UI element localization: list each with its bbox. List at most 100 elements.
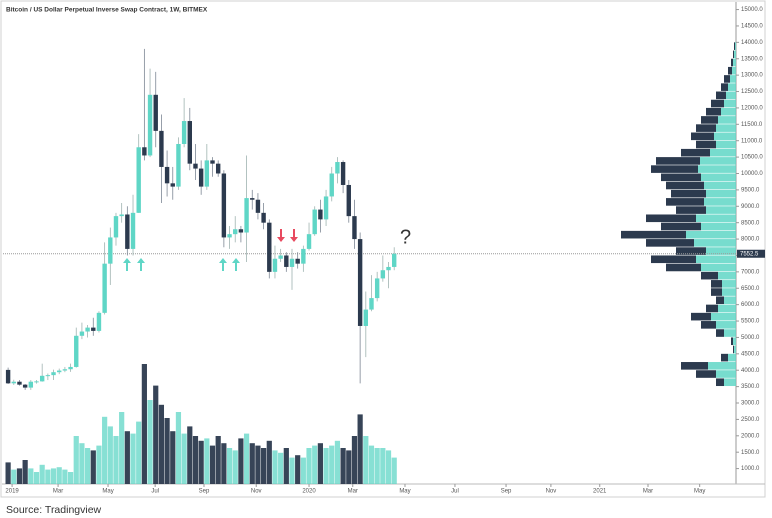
volume-bar <box>357 414 363 484</box>
candle-body <box>176 143 181 187</box>
volume-bar <box>107 426 113 484</box>
candle-body <box>39 375 45 382</box>
volume-bar <box>385 450 392 484</box>
volume-bar <box>170 431 176 484</box>
profile-up <box>714 132 736 141</box>
profile-down <box>651 165 698 173</box>
volume-bar <box>255 445 261 484</box>
x-tick-label: Sep <box>199 489 210 495</box>
candle-body <box>28 381 34 388</box>
candle-body <box>62 369 68 371</box>
volume-bar <box>79 443 85 484</box>
profile-up <box>732 66 736 75</box>
candle-body <box>295 258 300 264</box>
candle-body <box>386 266 391 271</box>
profile-down <box>733 50 734 59</box>
profile-down <box>681 362 708 370</box>
volume-bar <box>204 438 210 484</box>
y-tick-label: 5000.0 <box>741 335 760 341</box>
candle-body <box>238 229 244 233</box>
candle-body <box>85 327 90 332</box>
candle-body <box>267 222 272 272</box>
profile-up <box>706 189 736 198</box>
candle-body <box>221 173 227 238</box>
y-tick-label: 13500.0 <box>741 56 763 62</box>
down-arrow <box>277 229 285 242</box>
candle-body <box>357 239 363 326</box>
profile-down <box>676 247 706 255</box>
candle-body <box>68 366 73 370</box>
profile-up <box>718 116 736 124</box>
volume-bar <box>96 445 102 484</box>
volume-bar <box>346 450 352 484</box>
profile-down <box>728 66 732 75</box>
profile-up <box>722 288 736 296</box>
volume-bar <box>249 443 255 484</box>
candle-body <box>45 375 51 377</box>
profile-down <box>706 304 718 313</box>
y-tick-label: 1500.0 <box>741 450 760 456</box>
y-tick-label: 9000.0 <box>741 204 760 210</box>
candle-body <box>164 166 170 184</box>
candle-body <box>113 216 119 238</box>
profile-up <box>726 91 736 100</box>
candle-body <box>272 258 278 272</box>
profile-up <box>706 247 736 255</box>
profile-down <box>711 280 722 288</box>
profile-down <box>666 263 701 272</box>
profile-up <box>696 255 736 264</box>
y-tick-label: 4500.0 <box>741 351 760 357</box>
volume-bar <box>243 433 250 484</box>
profile-up <box>716 370 736 378</box>
profile-up <box>716 124 736 132</box>
y-tick-label: 6000.0 <box>741 302 760 308</box>
volume-bar <box>50 468 57 484</box>
candle-body <box>335 162 340 174</box>
x-tick-label: 2021 <box>593 489 607 495</box>
profile-up <box>722 280 736 288</box>
candle-body <box>11 381 16 384</box>
y-tick-label: 15000.0 <box>741 7 763 13</box>
volume-bar <box>323 448 329 484</box>
candle-body <box>323 196 329 220</box>
volume-bar <box>266 440 272 484</box>
profile-up <box>733 58 736 67</box>
volume-bar <box>175 412 182 484</box>
profile-down <box>716 329 724 337</box>
profile-up <box>735 42 736 50</box>
profile-up <box>698 165 736 173</box>
volume-bar <box>11 469 17 484</box>
profile-up <box>701 222 736 231</box>
candle-body <box>244 198 249 233</box>
candle-body <box>102 263 107 313</box>
volume-bar <box>39 464 45 484</box>
profile-down <box>701 116 718 124</box>
profile-down <box>681 148 710 157</box>
profile-down <box>701 271 718 280</box>
profile-up <box>711 312 736 321</box>
volume-bar <box>5 462 11 484</box>
volume-bar <box>317 443 323 484</box>
profile-down <box>691 312 711 321</box>
volume-bar <box>306 448 312 484</box>
profile-down <box>711 288 722 296</box>
x-tick-label: 2019 <box>5 489 19 495</box>
profile-up <box>730 75 736 83</box>
profile-down <box>731 337 733 346</box>
candle-body <box>312 209 317 235</box>
volume-bar <box>119 412 125 484</box>
x-tick-label: Jul <box>451 489 459 495</box>
profile-up <box>724 99 736 108</box>
y-tick-label: 13000.0 <box>741 73 763 79</box>
volume-bar <box>130 433 136 484</box>
candle-body <box>318 209 323 220</box>
y-tick-label: 10000.0 <box>741 171 763 177</box>
candle-body <box>125 214 130 249</box>
profile-up <box>734 345 736 354</box>
candle-body <box>108 237 113 264</box>
profile-up <box>708 362 736 370</box>
y-tick-label: 8500.0 <box>741 220 760 226</box>
profile-up <box>686 230 736 239</box>
x-tick-label: Mar <box>643 489 653 495</box>
